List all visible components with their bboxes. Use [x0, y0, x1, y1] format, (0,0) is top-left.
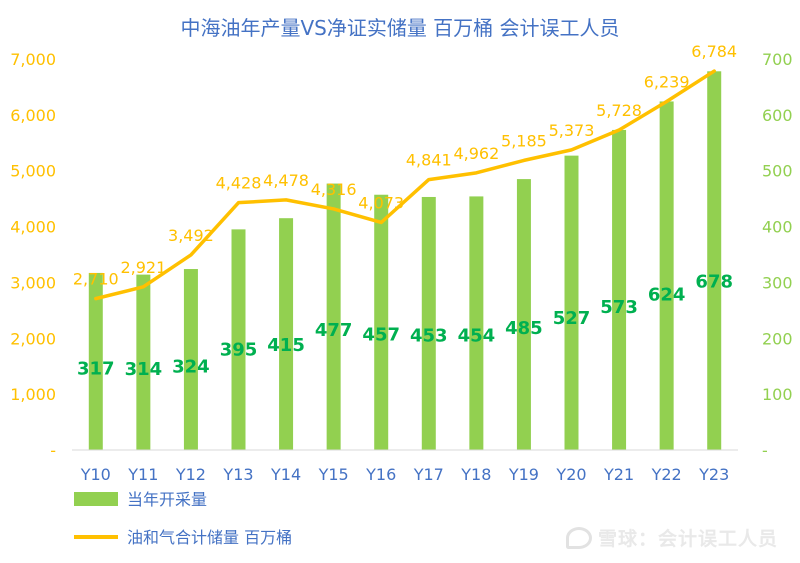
- legend-bar-swatch: [74, 492, 118, 506]
- bar: [421, 196, 436, 450]
- x-axis-tick-label: Y13: [222, 465, 253, 484]
- bar-data-label: 527: [553, 308, 591, 329]
- chart-title: 中海油年产量VS净证实储量 百万桶 会计误工人员: [180, 16, 619, 40]
- right-axis-tick-label: 100: [762, 385, 793, 404]
- xueqiu-logo-icon: [565, 526, 592, 549]
- x-axis-tick-label: Y10: [80, 465, 111, 484]
- bar-data-label: 324: [172, 357, 210, 378]
- bar: [564, 155, 579, 450]
- line-series: [94, 69, 716, 301]
- line-data-label: 2,921: [120, 258, 166, 277]
- bar: [659, 101, 674, 451]
- right-axis-tick-label: 700: [762, 50, 793, 69]
- right-axis-tick-label: 300: [762, 273, 793, 292]
- bar: [374, 194, 389, 450]
- line-data-label: 4,478: [263, 171, 309, 190]
- bar-data-label: 317: [77, 358, 115, 379]
- left-axis-tick-label: 6,000: [10, 106, 56, 125]
- right-axis-tick-label: 200: [762, 329, 793, 348]
- bar-data-label: 314: [125, 359, 163, 380]
- bar: [469, 196, 484, 450]
- watermark-text: 雪球：会计误工人员: [597, 528, 778, 550]
- bar-data-label: 415: [267, 335, 305, 356]
- bar-data-label: 573: [600, 297, 638, 318]
- x-axis-tick-label: Y11: [127, 465, 158, 484]
- x-axis-tick-label: Y23: [698, 465, 729, 484]
- bar-data-label: 453: [410, 326, 448, 347]
- right-axis-tick-label: 500: [762, 162, 793, 181]
- bar-data-label: 454: [458, 325, 496, 346]
- bar: [326, 183, 341, 450]
- bar-data-label: 477: [315, 320, 353, 341]
- x-axis-tick-label: Y20: [555, 465, 586, 484]
- line-data-label: 4,073: [358, 193, 404, 212]
- bar-data-label: 485: [505, 318, 543, 339]
- bar: [612, 129, 627, 450]
- x-axis-tick-label: Y15: [318, 465, 349, 484]
- left-axis-tick-label: 4,000: [10, 218, 56, 237]
- x-axis-tick-label: Y17: [413, 465, 444, 484]
- line-data-label: 4,316: [311, 180, 357, 199]
- right-axis-tick-label: 400: [762, 218, 793, 237]
- bar-data-label: 624: [648, 285, 686, 306]
- left-axis-tick-label: 2,000: [10, 329, 56, 348]
- x-axis-tick-label: Y22: [651, 465, 682, 484]
- line-data-label: 2,710: [73, 270, 119, 289]
- right-axis-tick-label: -: [762, 441, 768, 460]
- x-axis-tick-label: Y18: [460, 465, 491, 484]
- x-axis-tick-label: Y14: [270, 465, 301, 484]
- bar: [279, 218, 294, 450]
- line-data-label: 5,185: [501, 131, 547, 150]
- left-axis-tick-label: 5,000: [10, 162, 56, 181]
- legend-line-label: 油和气合计储量 百万桶: [127, 528, 292, 547]
- left-axis-tick-label: 1,000: [10, 385, 56, 404]
- line-data-label: 3,492: [168, 226, 214, 245]
- bar: [707, 71, 722, 450]
- line-data-label: 6,784: [691, 42, 737, 61]
- bar: [516, 179, 531, 451]
- line-data-label: 6,239: [644, 73, 690, 92]
- bar: [183, 269, 198, 450]
- left-axis-tick-label: 7,000: [10, 50, 56, 69]
- bar-data-label: 678: [695, 272, 733, 293]
- left-axis-tick-label: -: [50, 441, 56, 460]
- left-axis-tick-label: 3,000: [10, 273, 56, 292]
- x-axis-tick-label: Y21: [603, 465, 634, 484]
- x-axis-tick-label: Y16: [365, 465, 396, 484]
- line-data-label: 5,373: [549, 121, 595, 140]
- bar-data-label: 395: [220, 340, 258, 361]
- line-data-label: 5,728: [596, 101, 642, 120]
- line-data-label: 4,962: [453, 144, 499, 163]
- right-axis-tick-label: 600: [762, 106, 793, 125]
- line-data-label: 4,841: [406, 151, 452, 170]
- watermark: 雪球：会计误工人员: [565, 524, 778, 551]
- x-axis-tick-label: Y12: [175, 465, 206, 484]
- bar: [231, 229, 246, 450]
- bar: [88, 272, 103, 450]
- line-data-label: 4,428: [216, 174, 262, 193]
- bar: [136, 274, 151, 450]
- legend-bar-label: 当年开采量: [127, 490, 207, 509]
- x-axis-tick-label: Y19: [508, 465, 539, 484]
- bar-data-label: 457: [362, 325, 400, 346]
